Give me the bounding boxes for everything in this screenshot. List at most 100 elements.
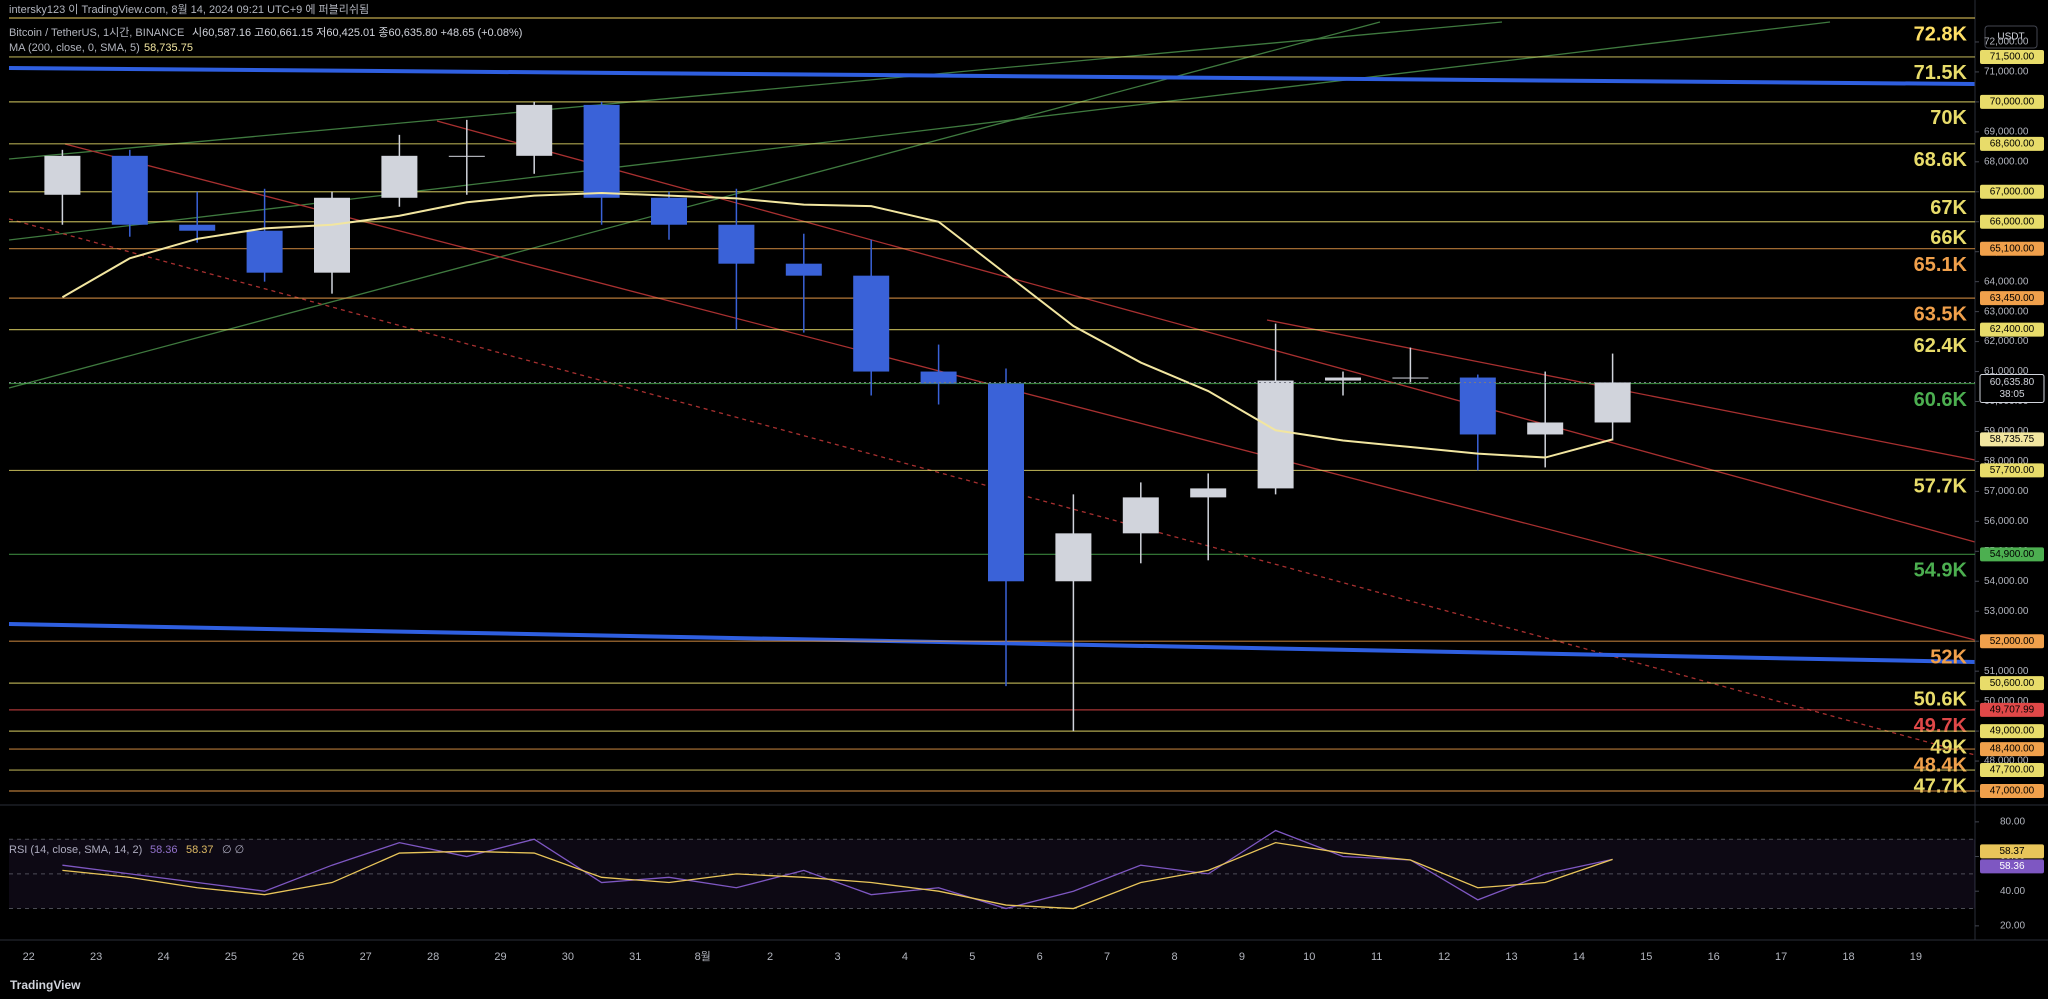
level-label: 57.7K [1914, 476, 1968, 498]
candle-body [1459, 377, 1496, 435]
x-tick-label: 23 [90, 951, 102, 963]
level-text: 71,500.00 [1990, 52, 2035, 63]
candle-body [44, 155, 81, 195]
level-box [1980, 547, 2044, 562]
candle-body [1122, 497, 1159, 534]
level-label: 67K [1930, 197, 1967, 219]
ma-value: 58,735.75 [144, 42, 193, 54]
y-tick-label: 61,000.00 [1984, 366, 2029, 377]
x-tick-label: 12 [1438, 951, 1450, 963]
chart-title: Bitcoin / TetherUS, 1시간, BINANCE [9, 26, 184, 39]
ma-title: MA (200, close, 0, SMA, 5) [9, 42, 140, 54]
y-tick-label: 68,000.00 [1984, 156, 2029, 167]
x-tick-label: 16 [1708, 951, 1720, 963]
candle-body [1527, 422, 1564, 435]
y-tick-label: 71,000.00 [1984, 67, 2029, 78]
level-label: 72.8K [1914, 23, 1968, 45]
rsi-band [9, 839, 1975, 909]
level-box [1980, 463, 2044, 478]
x-tick-label: 9 [1239, 951, 1245, 963]
support-line [8, 66, 1976, 86]
trend-line [8, 21, 1503, 160]
rsi-line [62, 829, 1613, 910]
level-box [1980, 241, 2044, 256]
level-text: 70,000.00 [1990, 97, 2035, 108]
x-tick-label: 2 [767, 951, 773, 963]
x-tick-label: 28 [427, 951, 439, 963]
x-tick-label: 13 [1505, 951, 1517, 963]
y-tick-label: 54,000.00 [1984, 576, 2029, 587]
candle-body [1257, 380, 1294, 489]
level-text: 65,100.00 [1990, 243, 2035, 254]
level-label: 54.9K [1914, 560, 1968, 582]
level-text: 49,000.00 [1990, 726, 2035, 737]
candle-body [179, 224, 216, 231]
rsi-extra: ∅ ∅ [222, 844, 244, 856]
rsi-tick-label: 40.00 [2000, 886, 2025, 897]
x-tick-label: 7 [1104, 951, 1110, 963]
level-text: 57,700.00 [1990, 465, 2035, 476]
y-tick-label: 64,000.00 [1984, 276, 2029, 287]
level-label: 47.7K [1914, 775, 1968, 797]
brand: TradingView [10, 978, 81, 992]
level-label: 71.5K [1914, 62, 1968, 84]
level-text: 48,400.00 [1990, 744, 2035, 755]
currency[interactable]: USDT [1997, 32, 2024, 43]
level-box [1980, 634, 2044, 649]
x-tick-label: 30 [562, 951, 574, 963]
y-tick-label: 53,000.00 [1984, 606, 2029, 617]
x-tick-label: 8 [1171, 951, 1177, 963]
level-box [1980, 724, 2044, 739]
candle-body [583, 104, 620, 198]
level-text: 49,707.99 [1990, 705, 2035, 716]
candle-body [1190, 488, 1227, 498]
rsi-tick-label: 80.00 [2000, 817, 2025, 828]
level-box [1980, 322, 2044, 337]
x-tick-label: 17 [1775, 951, 1787, 963]
level-box [1980, 136, 2044, 151]
level-label: 66K [1930, 227, 1967, 249]
level-label: 49.7K [1914, 715, 1968, 737]
x-tick-label: 31 [629, 951, 641, 963]
candle-body [1392, 377, 1429, 379]
last-price-text: 60,635.80 [1990, 377, 2035, 388]
x-tick-label: 5 [969, 951, 975, 963]
level-box [1980, 184, 2044, 199]
y-tick-label: 50,000.00 [1984, 696, 2029, 707]
level-text: 67,000.00 [1990, 186, 2035, 197]
x-tick-label: 10 [1303, 951, 1315, 963]
y-tick-label: 56,000.00 [1984, 516, 2029, 527]
trend-line [8, 21, 1831, 241]
y-tick-label: 51,000.00 [1984, 666, 2029, 677]
x-tick-label: 22 [23, 951, 35, 963]
level-text: 63,450.00 [1990, 293, 2035, 304]
rsi-value: 58.36 [150, 844, 178, 856]
x-tick-label: 4 [902, 951, 908, 963]
candle-body [246, 230, 283, 273]
level-text: 54,900.00 [1990, 549, 2035, 560]
x-tick-label: 27 [360, 951, 372, 963]
level-box [1980, 214, 2044, 229]
candle-body [381, 155, 418, 198]
channel-line [436, 120, 1976, 543]
candle-body [1055, 533, 1092, 582]
rsi-box [1980, 859, 2044, 874]
x-tick-label: 11 [1371, 951, 1382, 963]
trend-line [8, 21, 1381, 389]
candle-body [516, 104, 553, 156]
candle-body [651, 197, 687, 225]
last-price-box [1979, 373, 2045, 403]
candle-body [1325, 377, 1361, 381]
y-tick-label: 63,000.00 [1984, 306, 2029, 317]
level-box [1980, 702, 2044, 717]
rsi-text: 58.36 [1999, 861, 2024, 872]
level-label: 60.6K [1914, 389, 1968, 411]
candle-body [111, 155, 148, 225]
rsi-tick-label: 20.00 [2000, 921, 2025, 932]
level-text: 50,600.00 [1990, 678, 2035, 689]
level-text: 47,700.00 [1990, 765, 2035, 776]
x-tick-label: 25 [225, 951, 237, 963]
level-box [1980, 742, 2044, 757]
currency-box[interactable] [1984, 25, 2038, 49]
